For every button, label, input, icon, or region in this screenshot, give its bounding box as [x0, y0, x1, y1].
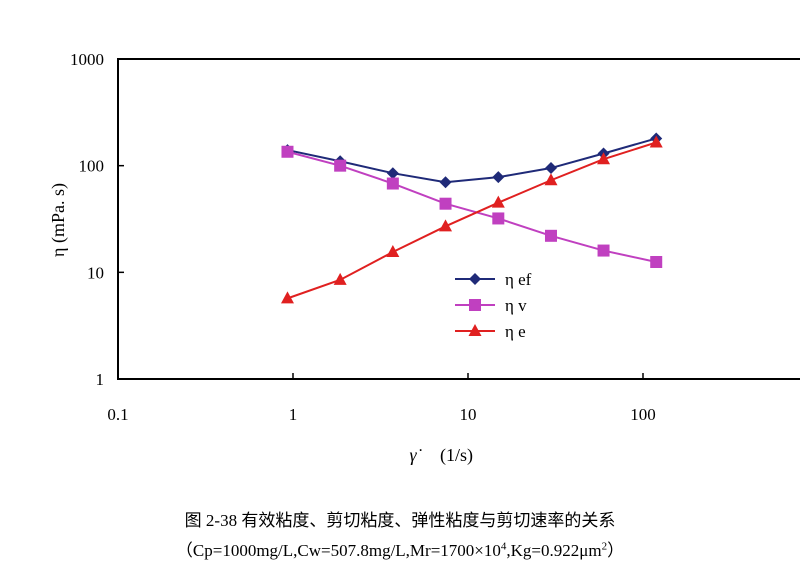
data-point [491, 195, 505, 208]
legend-label: η e [505, 322, 526, 341]
data-point [439, 197, 452, 210]
y-tick-label: 10 [87, 263, 104, 282]
data-point [386, 245, 400, 258]
data-point [492, 212, 505, 225]
caption-params-main: （Cp=1000mg/L,Cw=507.8mg/L,Mr=1700×10 [175, 541, 501, 560]
legend-entry: η ef [455, 270, 532, 289]
y-tick-label: 1 [96, 370, 105, 389]
series-2 [280, 135, 663, 304]
legend-marker [469, 273, 481, 285]
data-point [386, 167, 399, 180]
x-axis-unit: (1/s) [440, 445, 473, 466]
data-point [650, 255, 663, 268]
legend-entry: η e [455, 322, 526, 341]
data-point [281, 145, 294, 158]
data-point [334, 159, 347, 172]
data-point [544, 229, 557, 242]
data-point [439, 176, 452, 189]
data-point [439, 219, 453, 232]
data-point [544, 173, 558, 186]
data-point [280, 291, 294, 304]
data-point [597, 244, 610, 257]
data-point [492, 171, 505, 184]
series-1 [281, 145, 663, 268]
data-point [544, 162, 557, 175]
figure-caption-params: （Cp=1000mg/L,Cw=507.8mg/L,Mr=1700×104,Kg… [0, 536, 800, 561]
legend-label: η v [505, 296, 527, 315]
x-tick-label: 100 [630, 405, 656, 424]
caption-exponent-1: 4 [500, 540, 507, 553]
caption-params-mid: ,Kg=0.922μm [506, 541, 602, 560]
x-tick-label: 10 [460, 405, 477, 424]
series-line [287, 137, 657, 184]
x-axis-symbol: γ̇ [409, 445, 422, 465]
data-point [333, 272, 347, 285]
legend-label: η ef [505, 270, 532, 289]
x-axis-title: γ̇ (1/s) [409, 445, 473, 466]
caption-params-end: ） [607, 541, 625, 560]
series-line [287, 150, 657, 263]
x-tick-label: 1 [289, 405, 298, 424]
data-point [597, 152, 611, 165]
caption-exponent-2: 2 [601, 540, 608, 553]
y-tick-label: 1000 [70, 50, 104, 69]
legend: η ef η v η e [455, 270, 532, 341]
figure-caption-title: 图 2-38 有效粘度、剪切粘度、弹性粘度与剪切速率的关系 [184, 511, 616, 530]
legend-marker [469, 299, 481, 311]
data-point [386, 177, 399, 190]
y-axis-label: η (mPa. s) [48, 183, 69, 257]
y-tick-label: 100 [79, 157, 105, 176]
data-point [649, 135, 663, 148]
x-tick-label: 0.1 [107, 405, 128, 424]
series-line [287, 141, 657, 300]
y-axis-title: η (mPa. s) [48, 183, 69, 257]
series-layer [280, 132, 663, 304]
legend-marker [468, 324, 482, 336]
legend-entry: η v [455, 296, 527, 315]
